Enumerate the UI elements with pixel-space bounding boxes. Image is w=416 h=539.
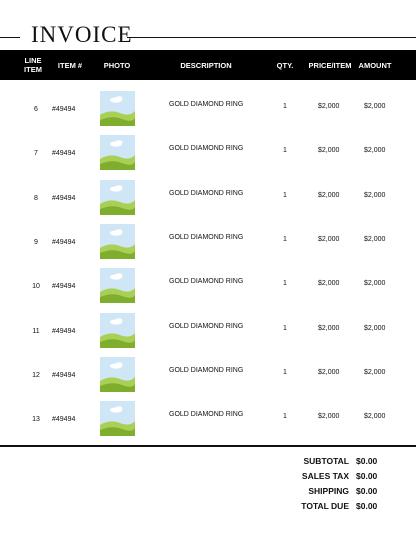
item-price: $2,000: [318, 413, 340, 421]
total-due-label: TOTAL DUE: [301, 501, 349, 511]
title-row: INVOICE: [0, 22, 416, 48]
item-price: $2,000: [318, 368, 340, 376]
table-row: 12 #49494 GOLD DIAMOND RING 1 $2,000 $2,000: [0, 346, 416, 392]
table-row: 9 #49494 GOLD DIAMOND RING 1 $2,000 $2,000: [0, 213, 416, 259]
title-rule-right: [127, 37, 416, 38]
header-line-item-line2: ITEM: [24, 65, 42, 74]
item-qty: 1: [283, 191, 287, 199]
landscape-placeholder-icon: [100, 223, 135, 259]
landscape-placeholder-icon: [100, 268, 135, 304]
item-description: GOLD DIAMOND RING: [169, 322, 244, 330]
total-due-row: TOTAL DUE $0.00: [0, 501, 416, 515]
item-number: #49494: [52, 283, 76, 291]
item-description: GOLD DIAMOND RING: [169, 189, 244, 197]
item-amount: $2,000: [364, 235, 386, 243]
shipping-value: $0.00: [356, 486, 378, 496]
header-line-item-line1: LINE: [24, 56, 42, 65]
item-number: #49494: [52, 106, 76, 113]
item-amount: $2,000: [364, 368, 386, 376]
header-description: DESCRIPTION: [180, 60, 232, 70]
item-number: #49494: [52, 416, 76, 424]
item-price: $2,000: [318, 147, 340, 155]
item-number: #49494: [52, 371, 76, 379]
item-price: $2,000: [318, 191, 340, 199]
line-item-number: 8: [34, 194, 38, 202]
header-photo: PHOTO: [103, 60, 131, 70]
item-amount: $2,000: [364, 324, 386, 332]
item-qty: 1: [283, 147, 287, 155]
table-bottom-rule: [0, 445, 416, 447]
item-qty: 1: [283, 368, 287, 376]
item-price: $2,000: [318, 324, 340, 332]
header-price-per-item: PRICE/ITEM: [308, 60, 352, 70]
item-description: GOLD DIAMOND RING: [169, 145, 244, 153]
header-amount: AMOUNT: [358, 60, 392, 70]
line-item-number: 13: [32, 416, 40, 424]
table-row: 10 #49494 GOLD DIAMOND RING 1 $2,000 $2,000: [0, 257, 416, 304]
item-number: #49494: [52, 327, 76, 335]
item-amount: $2,000: [364, 413, 386, 421]
item-qty: 1: [283, 103, 287, 110]
item-qty: 1: [283, 413, 287, 421]
line-item-number: 10: [32, 283, 40, 291]
item-description: GOLD DIAMOND RING: [169, 411, 244, 419]
item-amount: $2,000: [364, 191, 386, 199]
shipping-label: SHIPPING: [308, 486, 349, 496]
landscape-placeholder-icon: [100, 312, 135, 348]
table-row: 11 #49494 GOLD DIAMOND RING 1 $2,000 $2,000: [0, 302, 416, 348]
title-rule-left: [0, 37, 20, 38]
landscape-placeholder-icon: [100, 356, 135, 392]
item-description: GOLD DIAMOND RING: [169, 366, 244, 374]
table-header: LINE ITEM ITEM # PHOTO DESCRIPTION QTY. P…: [0, 50, 416, 80]
item-number: #49494: [52, 150, 76, 158]
landscape-placeholder-icon: [100, 179, 135, 215]
item-amount: $2,000: [364, 280, 386, 288]
sales-tax-value: $0.00: [356, 471, 378, 481]
item-qty: 1: [283, 324, 287, 332]
item-description: GOLD DIAMOND RING: [169, 233, 244, 241]
sales-tax-label: SALES TAX: [301, 471, 349, 481]
line-item-number: 6: [34, 106, 38, 113]
header-qty: QTY.: [276, 60, 294, 70]
total-due-value: $0.00: [356, 501, 378, 511]
header-item-number: ITEM #: [57, 60, 83, 70]
line-item-number: 11: [32, 327, 40, 335]
item-amount: $2,000: [364, 103, 386, 110]
item-amount: $2,000: [364, 147, 386, 155]
item-price: $2,000: [318, 103, 340, 110]
item-qty: 1: [283, 235, 287, 243]
line-item-number: 9: [34, 238, 38, 246]
sales-tax-row: SALES TAX $0.00: [0, 471, 416, 485]
line-item-number: 12: [32, 371, 40, 379]
item-description: GOLD DIAMOND RING: [169, 101, 244, 108]
item-price: $2,000: [318, 235, 340, 243]
table-row: 13 #49494 GOLD DIAMOND RING 1 $2,000 $2,000: [0, 390, 416, 437]
subtotal-value: $0.00: [356, 456, 378, 466]
item-number: #49494: [52, 194, 76, 202]
header-line-item: LINE ITEM: [18, 50, 48, 80]
subtotal-row: SUBTOTAL $0.00: [0, 456, 416, 470]
shipping-row: SHIPPING $0.00: [0, 486, 416, 500]
item-number: #49494: [52, 238, 76, 246]
page-title: INVOICE: [31, 22, 133, 47]
item-qty: 1: [283, 280, 287, 288]
landscape-placeholder-icon: [100, 91, 135, 126]
item-description: GOLD DIAMOND RING: [169, 278, 244, 286]
landscape-placeholder-icon: [100, 135, 135, 171]
line-item-number: 7: [34, 150, 38, 158]
landscape-placeholder-icon: [100, 401, 135, 437]
item-price: $2,000: [318, 280, 340, 288]
subtotal-label: SUBTOTAL: [303, 456, 350, 466]
table-row: 6 #49494 GOLD DIAMOND RING 1 $2,000 $2,000: [0, 80, 416, 126]
table-row: 8 #49494 GOLD DIAMOND RING 1 $2,000 $2,000: [0, 169, 416, 215]
table-row: 7 #49494 GOLD DIAMOND RING 1 $2,000 $2,000: [0, 124, 416, 171]
